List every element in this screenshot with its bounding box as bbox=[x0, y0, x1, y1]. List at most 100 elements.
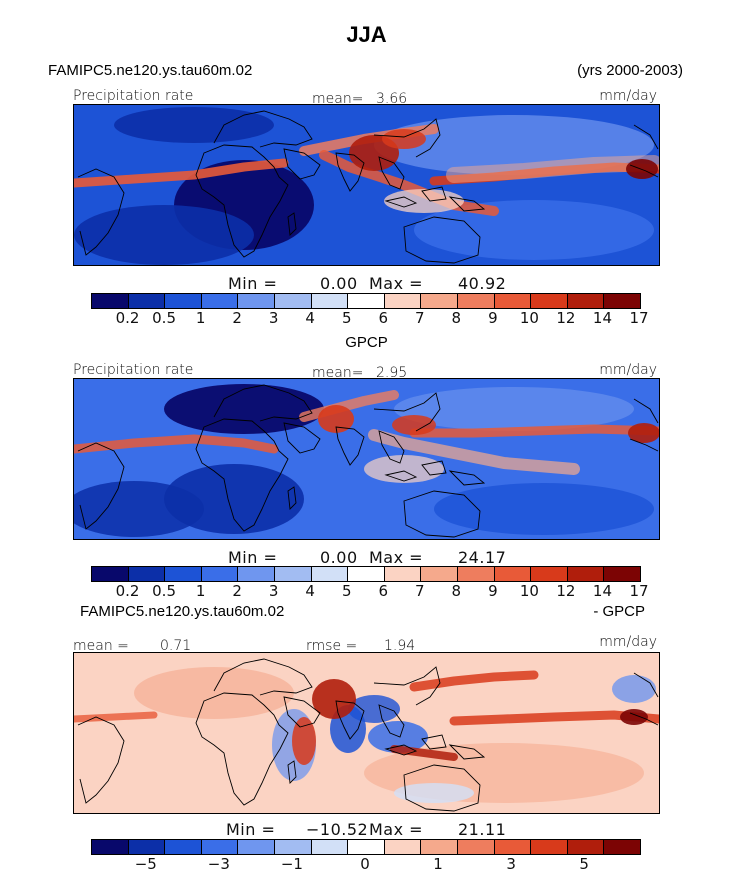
coastline bbox=[77, 442, 125, 530]
years-label: (yrs 2000-2003) bbox=[577, 62, 683, 79]
coastline bbox=[378, 704, 405, 738]
heavy-rain-core bbox=[628, 423, 659, 443]
colorbar-swatch bbox=[238, 294, 275, 308]
positive-bias-core bbox=[620, 709, 648, 725]
panel3-title-right: - GPCP bbox=[593, 603, 645, 620]
colorbar-tick-label: −3 bbox=[207, 855, 230, 873]
coastline bbox=[403, 490, 481, 538]
moist-region bbox=[394, 387, 634, 431]
colorbar-tick-label: 8 bbox=[451, 582, 462, 600]
dry-region bbox=[74, 481, 204, 537]
panel1-colorbar bbox=[91, 293, 641, 309]
colorbar-swatch bbox=[128, 294, 166, 308]
coastline bbox=[77, 716, 125, 804]
negative-bias bbox=[394, 783, 474, 803]
case-name: FAMIPC5.ne120.ys.tau60m.02 bbox=[48, 62, 253, 79]
coastline bbox=[373, 666, 441, 706]
coastline bbox=[195, 692, 289, 806]
colorbar-swatch bbox=[531, 567, 568, 581]
coastline bbox=[633, 398, 659, 424]
spcz-band bbox=[368, 429, 580, 475]
coastline bbox=[629, 712, 659, 726]
coastline bbox=[448, 744, 486, 760]
coastline bbox=[448, 196, 486, 212]
colorbar-tick-label: 17 bbox=[629, 309, 649, 327]
coastline bbox=[384, 744, 418, 756]
warm-pool-band bbox=[319, 150, 499, 216]
coastline bbox=[335, 700, 365, 740]
coastline bbox=[77, 168, 125, 256]
itcz-band bbox=[74, 434, 279, 454]
colorbar-tick-label: −1 bbox=[280, 855, 303, 873]
coastline bbox=[384, 470, 418, 482]
colorbar-swatch bbox=[348, 840, 385, 854]
coastline bbox=[378, 156, 405, 190]
colorbar-swatch bbox=[165, 567, 202, 581]
colorbar-swatch bbox=[384, 294, 422, 308]
dry-region bbox=[164, 384, 324, 434]
panel1-field-label: Precipitation rate bbox=[73, 88, 194, 104]
colorbar-swatch bbox=[604, 567, 640, 581]
colorbar-tick-label: 3 bbox=[506, 855, 516, 873]
coastline bbox=[633, 672, 659, 698]
colorbar-swatch bbox=[201, 840, 239, 854]
colorbar-swatch bbox=[457, 294, 495, 308]
heavy-rain-core bbox=[626, 159, 658, 179]
colorbar-swatch bbox=[567, 567, 605, 581]
colorbar-tick-label: 0.2 bbox=[115, 309, 140, 327]
colorbar-tick-label: 12 bbox=[556, 582, 576, 600]
coastline bbox=[373, 392, 441, 432]
panel3-rmse-value: 1.94 bbox=[384, 638, 416, 654]
colorbar-tick-label: 0.2 bbox=[115, 582, 140, 600]
colorbar-swatch bbox=[494, 840, 532, 854]
coastline bbox=[403, 764, 481, 812]
panel3-colorbar bbox=[91, 839, 641, 855]
colorbar-tick-label: 4 bbox=[305, 582, 315, 600]
colorbar-tick-label: 1 bbox=[195, 582, 206, 600]
panel2-max-label: Max = bbox=[369, 548, 424, 567]
panel1-min-label: Min = bbox=[228, 274, 278, 293]
heavy-rain-core bbox=[382, 129, 426, 149]
moderate-rain bbox=[384, 189, 464, 213]
colorbar-tick-label: 7 bbox=[415, 309, 425, 327]
coastline bbox=[213, 658, 313, 696]
panel3-min-value: −10.52 bbox=[306, 820, 369, 839]
colorbar-tick-label: 7 bbox=[415, 582, 425, 600]
colorbar-swatch bbox=[531, 294, 568, 308]
coastline bbox=[384, 196, 418, 208]
panel2-mean-label: mean= bbox=[312, 365, 364, 381]
colorbar-swatch bbox=[348, 567, 385, 581]
dry-region bbox=[114, 107, 274, 143]
colorbar-swatch bbox=[92, 567, 129, 581]
panel1-units: mm/day bbox=[599, 88, 657, 104]
coastline bbox=[213, 110, 313, 148]
coastline bbox=[421, 186, 447, 202]
dry-region bbox=[434, 483, 654, 535]
panel3-map-svg bbox=[74, 653, 659, 813]
colorbar-swatch bbox=[311, 294, 349, 308]
colorbar-tick-label: 6 bbox=[378, 309, 389, 327]
colorbar-swatch bbox=[128, 567, 166, 581]
colorbar-swatch bbox=[604, 294, 640, 308]
negative-bias bbox=[612, 675, 656, 703]
colorbar-tick-label: 0 bbox=[360, 855, 370, 873]
colorbar-tick-label: 2 bbox=[232, 309, 242, 327]
heavy-rain-core bbox=[318, 405, 354, 433]
monsoon-band bbox=[299, 390, 399, 422]
colorbar-tick-label: 5 bbox=[579, 855, 589, 873]
coastline bbox=[287, 486, 297, 510]
colorbar-swatch bbox=[201, 294, 239, 308]
panel1-map-svg bbox=[74, 105, 659, 265]
colorbar-tick-label: 5 bbox=[341, 582, 352, 600]
colorbar-tick-label: 12 bbox=[556, 309, 576, 327]
coastline bbox=[195, 418, 289, 532]
colorbar-swatch bbox=[421, 567, 458, 581]
positive-bias-core bbox=[312, 679, 356, 719]
colorbar-swatch bbox=[165, 294, 202, 308]
colorbar-tick-label: 9 bbox=[488, 309, 498, 327]
panel3-max-value: 21.11 bbox=[458, 820, 507, 839]
colorbar-tick-label: 9 bbox=[488, 582, 498, 600]
coastline bbox=[421, 460, 447, 476]
moderate-rain bbox=[364, 455, 444, 483]
panel3-mean-value: 0.71 bbox=[160, 638, 192, 654]
